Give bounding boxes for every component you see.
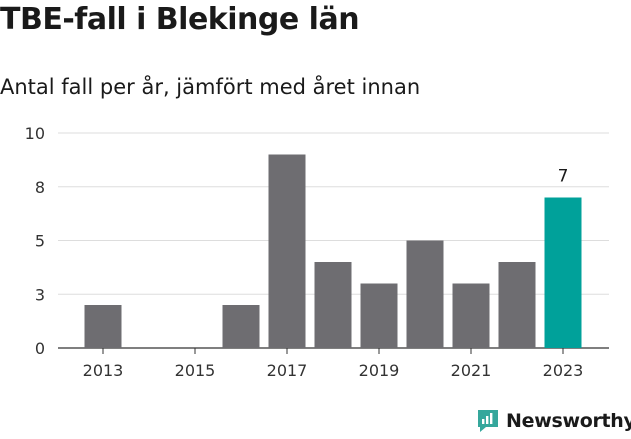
- chart-subtitle: Antal fall per år, jämfört med året inna…: [0, 75, 421, 99]
- data-label: 7: [558, 167, 569, 187]
- y-tick-label: 5: [35, 232, 45, 251]
- y-axis-ticks: 0 3 5 8 10: [25, 124, 45, 358]
- x-tick-label: 2019: [359, 361, 400, 380]
- bar-2021: [452, 283, 490, 348]
- brand-name: Newsworthy: [506, 410, 631, 432]
- x-tick-label: 2021: [451, 361, 492, 380]
- y-tick-label: 8: [35, 178, 45, 197]
- bar-2018: [314, 262, 352, 348]
- bar-2022: [498, 262, 536, 348]
- newsworthy-logo: Newsworthy: [476, 408, 631, 434]
- bar-2013: [84, 305, 122, 348]
- x-tick-label: 2013: [83, 361, 124, 380]
- bar-2020: [406, 240, 444, 348]
- x-axis-ticks: 2013 2015 2017 2019 2021 2023: [83, 348, 584, 380]
- y-tick-label: 0: [35, 339, 45, 358]
- bars: [84, 154, 582, 348]
- bar-2019: [360, 283, 398, 348]
- x-tick-label: 2015: [175, 361, 216, 380]
- y-tick-label: 3: [35, 285, 45, 304]
- x-tick-label: 2023: [543, 361, 584, 380]
- x-tick-label: 2017: [267, 361, 308, 380]
- data-labels: 7: [558, 167, 569, 187]
- bar-2023: [544, 197, 582, 348]
- bar-2016: [222, 305, 260, 348]
- bar-2017: [268, 154, 306, 348]
- newsworthy-chart-icon: [478, 410, 498, 432]
- y-tick-label: 10: [25, 124, 45, 143]
- chart-title: TBE-fall i Blekinge län: [0, 2, 360, 37]
